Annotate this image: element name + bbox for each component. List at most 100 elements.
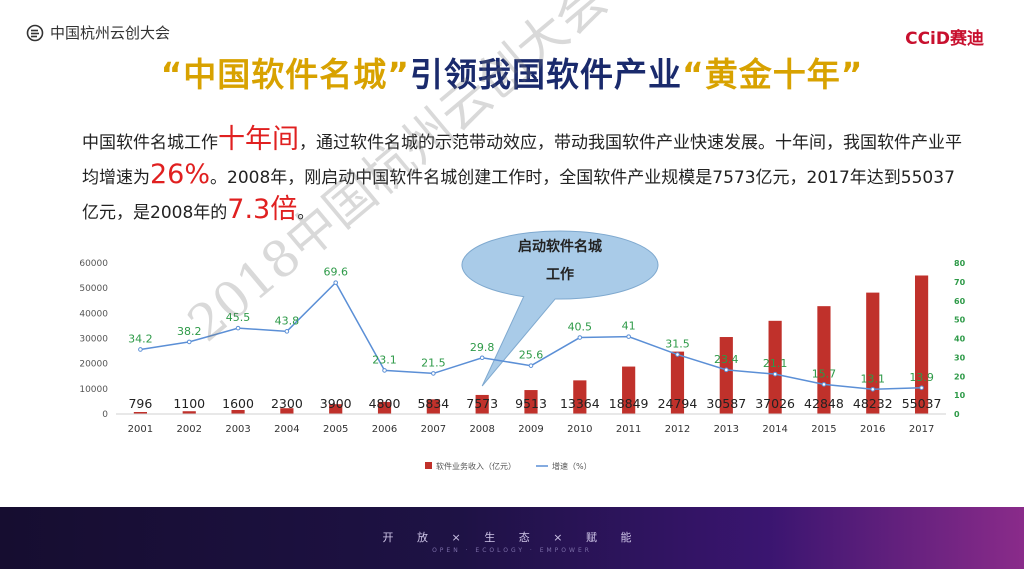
bar-2017 xyxy=(914,275,929,414)
growth-value-label: 25.6 xyxy=(519,349,544,362)
growth-point-2017 xyxy=(919,385,924,391)
footer-subtitle: OPEN · ECOLOGY · EMPOWER xyxy=(432,547,592,554)
y-right-tick-label: 80 xyxy=(954,259,966,268)
growth-point-2008 xyxy=(479,355,485,361)
body-paragraph: 中国软件名城工作十年间，通过软件名城的示范带动效应，带动我国软件产业快速发展。十… xyxy=(82,124,962,229)
bar-2002 xyxy=(182,411,196,414)
growth-point-2009 xyxy=(528,363,534,368)
bar-2011 xyxy=(622,366,636,414)
x-tick-label: 2003 xyxy=(225,424,250,435)
growth-value-label: 13.9 xyxy=(909,371,934,384)
x-tick-label: 2012 xyxy=(665,424,690,435)
y-left-tick-label: 60000 xyxy=(79,259,108,269)
x-tick-label: 2007 xyxy=(421,424,446,435)
growth-point-2012 xyxy=(675,352,680,357)
highlight-growth: 26% xyxy=(150,159,211,190)
growth-point-2004 xyxy=(284,329,290,334)
bar-2012 xyxy=(670,351,685,414)
body-text-1: 中国软件名城工作 xyxy=(82,133,218,153)
growth-value-label: 31.5 xyxy=(665,338,690,351)
title-part-1: “中国软件名城” xyxy=(160,55,410,94)
growth-value-label: 15.7 xyxy=(812,367,837,380)
growth-point-2007 xyxy=(431,371,436,376)
growth-value-label: 29.8 xyxy=(470,341,495,354)
growth-value-label: 13.1 xyxy=(861,372,886,385)
cloud-logo-icon xyxy=(26,24,44,41)
growth-value-label: 69.6 xyxy=(323,266,348,279)
y-right-tick-label: 60 xyxy=(954,297,966,306)
growth-value-label: 34.2 xyxy=(128,332,153,345)
growth-value-label: 43.8 xyxy=(275,314,300,327)
bar-value-label: 1100 xyxy=(173,396,205,411)
event-logo: 中国杭州云创大会 xyxy=(26,22,170,43)
y-right-tick-label: 0 xyxy=(954,410,960,419)
legend-bar-swatch xyxy=(425,462,432,469)
x-tick-label: 2005 xyxy=(323,424,348,435)
growth-value-label: 41 xyxy=(622,320,636,333)
y-left-tick-label: 20000 xyxy=(79,360,108,370)
bar-2013 xyxy=(719,337,733,414)
growth-point-2014 xyxy=(772,371,778,377)
ccid-brand: CCiD xyxy=(905,29,950,49)
y-right-tick-label: 20 xyxy=(954,372,966,381)
bar-value-label: 1600 xyxy=(222,396,254,411)
bar-value-label: 5834 xyxy=(417,396,449,411)
bar-2006 xyxy=(377,401,392,414)
bar-2007 xyxy=(426,399,440,414)
bar-value-label: 30587 xyxy=(706,396,746,411)
bar-2005 xyxy=(329,404,343,414)
growth-point-2011 xyxy=(626,334,631,339)
page-title: “中国软件名城”引领我国软件产业“黄金十年” xyxy=(0,48,1024,96)
bar-2014 xyxy=(768,320,782,414)
bar-2001 xyxy=(133,411,148,414)
x-tick-label: 2017 xyxy=(909,424,934,435)
growth-point-2016 xyxy=(870,386,876,392)
callout-line-2: 工作 xyxy=(546,266,574,283)
growth-value-label: 23.1 xyxy=(372,353,397,366)
y-right-tick-label: 30 xyxy=(954,353,966,362)
x-tick-label: 2013 xyxy=(714,424,739,435)
bar-value-label: 13364 xyxy=(560,396,600,411)
bar-value-label: 24794 xyxy=(658,396,698,411)
bar-value-label: 9513 xyxy=(515,396,547,411)
y-left-tick-label: 10000 xyxy=(79,385,108,395)
bar-value-label: 18849 xyxy=(609,396,649,411)
growth-value-label: 23.4 xyxy=(714,353,739,366)
highlight-ten-years: 十年间 xyxy=(218,124,299,155)
footer-banner: 开 放 × 生 态 × 赋 能 OPEN · ECOLOGY · EMPOWER xyxy=(0,507,1024,569)
growth-point-2001 xyxy=(138,347,143,352)
legend-bar-label: 软件业务收入（亿元） xyxy=(436,461,516,471)
software-revenue-chart: 启动软件名城 工作 796 1100 1600 2300 3900 4800 5834 757… xyxy=(79,230,966,471)
bar-value-label: 42848 xyxy=(804,396,844,411)
highlight-multiple: 7.3倍 xyxy=(227,194,298,225)
x-tick-label: 2008 xyxy=(469,424,494,435)
y-right-tick-label: 70 xyxy=(954,278,966,287)
y-left-tick-label: 30000 xyxy=(79,335,108,345)
growth-value-label: 21.1 xyxy=(763,357,788,370)
growth-value-label: 45.5 xyxy=(226,311,251,324)
growth-value-label: 38.2 xyxy=(177,325,202,338)
growth-point-2006 xyxy=(382,368,387,373)
callout-bubble xyxy=(461,230,659,387)
title-part-2: 引领我国软件产业 xyxy=(410,55,682,94)
bar-2009 xyxy=(524,390,538,414)
x-tick-label: 2014 xyxy=(762,424,787,435)
event-name: 中国杭州云创大会 xyxy=(50,24,171,42)
growth-point-2015 xyxy=(821,382,827,387)
bar-value-label: 4800 xyxy=(369,396,401,411)
legend-line-label: 增速（%） xyxy=(552,461,592,471)
bar-value-label: 796 xyxy=(128,396,152,411)
bar-2008 xyxy=(475,394,489,414)
bar-2010 xyxy=(573,380,587,414)
x-tick-label: 2011 xyxy=(616,424,641,435)
ccid-brand-cn: 赛迪 xyxy=(950,29,984,49)
x-tick-label: 2009 xyxy=(518,424,543,435)
bar-value-label: 3900 xyxy=(320,396,352,411)
growth-point-2010 xyxy=(577,335,583,340)
x-tick-label: 2004 xyxy=(274,424,299,435)
body-text-4: 。 xyxy=(297,203,315,223)
ccid-logo: CCiD赛迪 xyxy=(905,24,984,49)
callout-line-1: 启动软件名城 xyxy=(518,238,602,255)
bar-2003 xyxy=(231,409,245,414)
y-left-tick-label: 40000 xyxy=(79,309,108,319)
